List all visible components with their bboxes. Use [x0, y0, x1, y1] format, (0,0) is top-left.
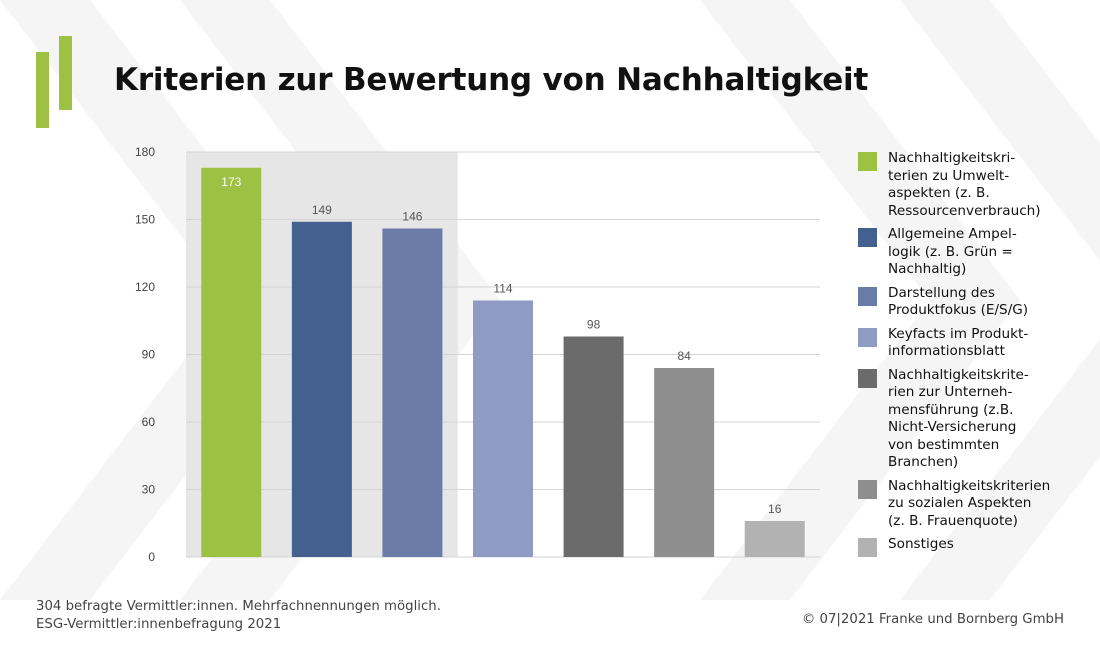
- legend-label: Darstellung des Produktfokus (E/S/G): [888, 284, 1029, 319]
- logo-bar-left: [36, 52, 49, 128]
- bar-value-label: 114: [493, 282, 512, 296]
- y-tick-label: 0: [148, 550, 155, 564]
- bar: [744, 521, 805, 557]
- bar-value-label: 84: [677, 349, 691, 363]
- bar-value-label: 146: [402, 210, 422, 224]
- bar: [473, 300, 533, 557]
- y-tick-label: 120: [135, 280, 155, 294]
- legend-swatch: [858, 286, 877, 306]
- y-tick-label: 180: [135, 145, 155, 159]
- legend-item: Darstellung des Produktfokus (E/S/G): [858, 285, 1088, 320]
- bar: [201, 167, 262, 557]
- legend-label: Nachhaltigkeitskrite- rien zur Unterneh-…: [888, 366, 1029, 471]
- legend-label: Allgemeine Ampel- logik (z. B. Grün = Na…: [888, 226, 1017, 277]
- legend-swatch: [858, 152, 877, 171]
- y-tick-label: 150: [135, 213, 155, 227]
- bar: [563, 336, 624, 557]
- legend-item: Nachhaltigkeitskriterien zu sozialen Asp…: [858, 478, 1088, 531]
- y-tick-label: 90: [142, 348, 156, 362]
- page-title: Kriterien zur Bewertung von Nachhaltigke…: [114, 62, 869, 98]
- bar-value-label: 16: [768, 502, 782, 516]
- bar: [654, 368, 715, 557]
- bar-chart: 173 149 146 114 98 84 16 0 30 60 90 120 150 180: [135, 145, 820, 564]
- legend-item: Keyfacts im Produkt- informationsblatt: [858, 326, 1088, 361]
- y-tick-label: 60: [142, 415, 156, 429]
- legend-item: Nachhaltigkeitskrite- rien zur Unterneh-…: [858, 367, 1088, 472]
- legend-label: Nachhaltigkeitskriterien zu sozialen Asp…: [888, 477, 1051, 529]
- bar-value-label: 149: [312, 203, 332, 217]
- legend-swatch: [858, 228, 877, 247]
- bar: [382, 228, 443, 557]
- legend-label: Nachhaltigkeitskri- terien zu Umwelt- as…: [888, 150, 1041, 219]
- bar: [291, 221, 352, 557]
- y-tick-label: 30: [142, 483, 156, 497]
- chevron-shape-3: [900, 0, 1100, 600]
- footnote: 304 befragte Vermittler:innen. Mehrfachn…: [36, 598, 441, 634]
- legend-swatch: [858, 479, 877, 499]
- chart-legend: Nachhaltigkeitskri- terien zu Umwelt- as…: [858, 150, 1088, 560]
- logo-bar-right: [59, 36, 72, 110]
- legend-item: Allgemeine Ampel- logik (z. B. Grün = Na…: [858, 226, 1088, 279]
- legend-item: Nachhaltigkeitskri- terien zu Umwelt- as…: [858, 150, 1088, 220]
- legend-item: Sonstiges: [858, 536, 1088, 557]
- footnote-source: ESG-Vermittler:innenbefragung 2021: [36, 617, 282, 632]
- bar-value-label: 98: [587, 318, 601, 332]
- legend-swatch: [858, 538, 877, 557]
- copyright: © 07|2021 Franke und Bornberg GmbH: [801, 612, 1064, 627]
- legend-label: Sonstiges: [888, 536, 954, 552]
- footnote-sample: 304 befragte Vermittler:innen. Mehrfachn…: [36, 599, 441, 614]
- legend-swatch: [858, 368, 877, 388]
- bar-value-label: 173: [221, 175, 241, 189]
- legend-swatch: [858, 327, 877, 347]
- legend-label: Keyfacts im Produkt- informationsblatt: [888, 325, 1029, 360]
